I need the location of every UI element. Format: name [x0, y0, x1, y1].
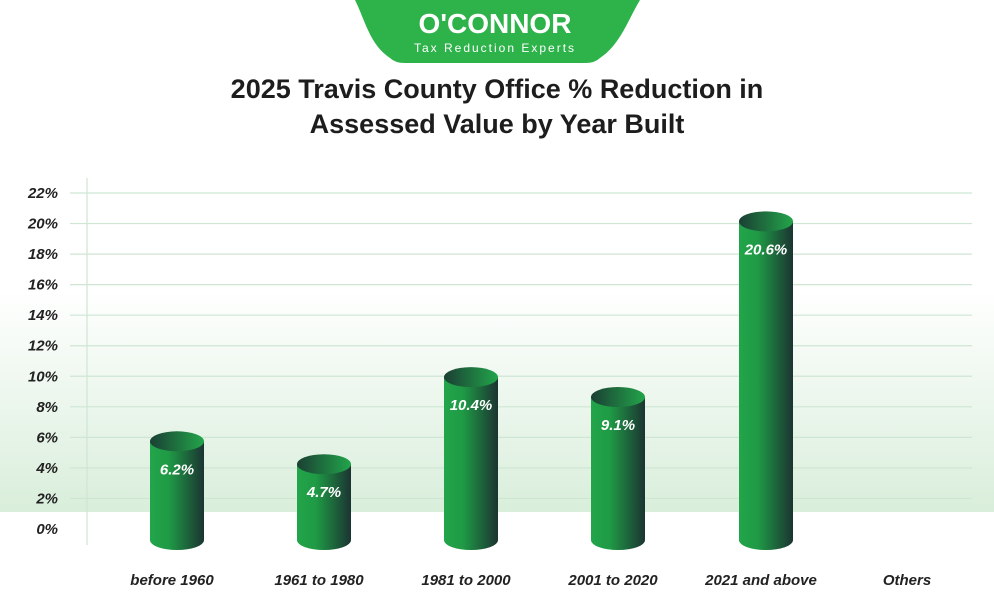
logo-tagline: Tax Reduction Experts — [414, 41, 576, 55]
y-tick-label: 6% — [36, 429, 58, 446]
bar-top — [444, 367, 498, 388]
bar — [297, 464, 351, 550]
data-label: 10.4% — [450, 397, 493, 414]
y-tick-label: 8% — [36, 399, 58, 416]
x-tick-label: 1981 to 2000 — [421, 572, 511, 589]
bar — [591, 397, 645, 550]
bar-top — [297, 454, 351, 475]
chart-title: 2025 Travis County Office % Reduction in… — [0, 72, 994, 142]
bar — [739, 221, 793, 550]
y-tick-label: 22% — [27, 185, 58, 202]
bar-group: 10.4% 1981 to 2000 — [421, 367, 511, 589]
chart-title-line1: 2025 Travis County Office % Reduction in — [230, 74, 764, 104]
bar-top — [739, 211, 793, 232]
x-tick-label: 2021 and above — [704, 572, 817, 589]
bar — [150, 441, 204, 550]
x-tick-label: 1961 to 1980 — [274, 572, 364, 589]
y-tick-label: 4% — [35, 460, 58, 477]
x-tick-label: Others — [883, 572, 931, 589]
bar-group: 6.2% before 1960 — [130, 431, 214, 589]
data-label: 4.7% — [306, 484, 341, 501]
y-tick-label: 18% — [28, 246, 58, 263]
bar — [444, 377, 498, 550]
bar-group: 9.1% 2001 to 2020 — [567, 387, 658, 589]
bar-group: 20.6% 2021 and above — [704, 211, 817, 589]
y-tick-label: 16% — [28, 277, 58, 294]
y-tick-label: 14% — [28, 307, 58, 324]
data-label: 20.6% — [744, 241, 788, 258]
y-tick-label: 10% — [28, 368, 58, 385]
bar-top — [150, 431, 204, 452]
logo: O'CONNOR Tax Reduction Experts — [355, 0, 640, 63]
x-tick-label: 2001 to 2020 — [567, 572, 658, 589]
data-label: 9.1% — [601, 417, 635, 434]
x-tick-label: before 1960 — [130, 572, 214, 589]
y-tick-label: 0% — [36, 521, 58, 538]
y-tick-label: 12% — [28, 338, 58, 355]
chart-title-line2: Assessed Value by Year Built — [309, 109, 685, 139]
bar-group: Others — [883, 572, 931, 589]
data-label: 6.2% — [160, 461, 194, 478]
y-tick-label: 20% — [27, 216, 58, 233]
bar-group: 4.7% 1961 to 1980 — [274, 454, 364, 589]
bar-top — [591, 387, 645, 408]
logo-name: O'CONNOR — [419, 8, 572, 39]
y-tick-label: 2% — [35, 490, 58, 507]
